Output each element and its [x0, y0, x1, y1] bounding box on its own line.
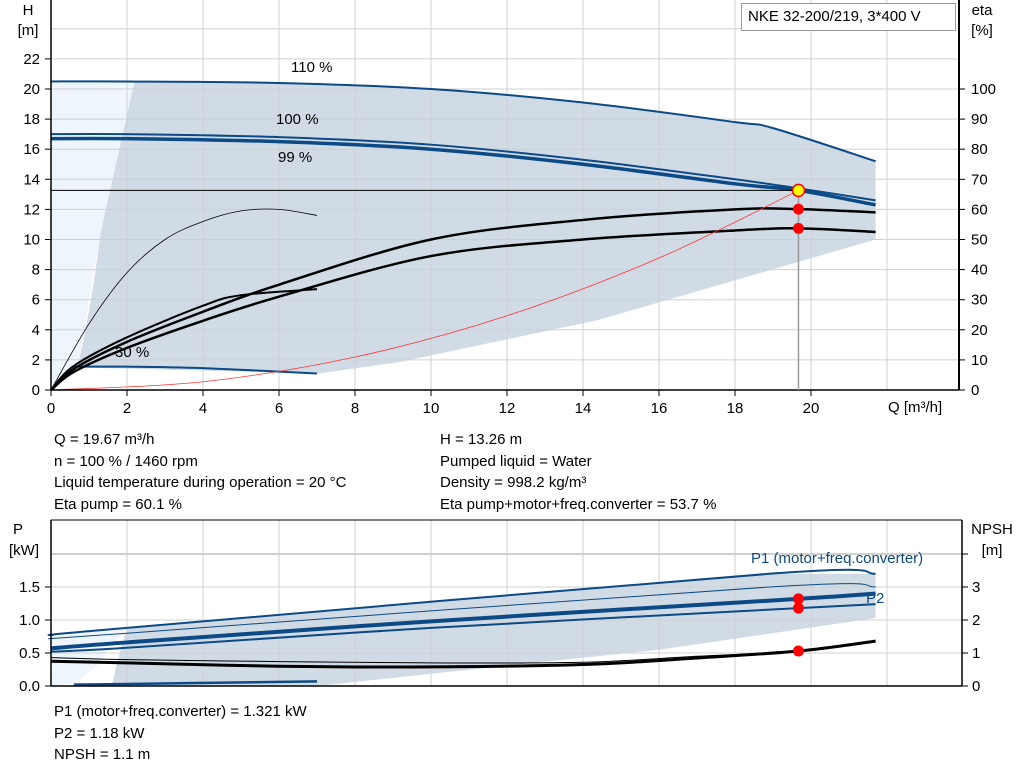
operating-range-top [77, 81, 876, 374]
head-curve-100 [50, 132, 876, 202]
info-top-right: H = 13.26 m Pumped liquid = Water Densit… [440, 429, 716, 515]
eta-tick-label: 0 [971, 382, 979, 399]
info-top-left: Q = 19.67 m³/h n = 100 % / 1460 rpm Liqu… [54, 429, 346, 515]
axes: 0 2 4 6 8 10 12 14 16 18 2002468101214161820220102… [19, 0, 996, 695]
npsh-tick-label: 2 [972, 612, 980, 629]
curve-label-110: 110 % [291, 59, 332, 76]
p-axis-unit: [kW] [9, 542, 39, 559]
info-eta-pump: Eta pump = 60.1 % [54, 495, 182, 513]
eta-tick-label: 50 [971, 232, 988, 249]
duty-point-p1 [792, 593, 804, 605]
info-bottom: P1 (motor+freq.converter) = 1.321 kW P2 … [54, 701, 307, 766]
npsh-tick-label: 3 [972, 579, 980, 596]
info-liquid: Pumped liquid = Water [440, 452, 592, 470]
q-axis-label: Q [m³/h] [888, 399, 942, 416]
h-tick-label: 2 [32, 352, 40, 369]
h-tick-label: 0 [32, 382, 40, 399]
p-tick-label: 1.0 [19, 612, 40, 629]
curve-label-100: 100 % [276, 111, 319, 128]
eta-axis-unit: [%] [971, 22, 993, 39]
curves [47, 80, 876, 686]
info-head: H = 13.26 m [440, 431, 523, 448]
q-tick-label: 14 [575, 400, 592, 417]
q-tick-label: 18 [727, 400, 744, 417]
duty-point-head [791, 183, 806, 198]
info-liquid-temp: Liquid temperature during operation = 20… [54, 474, 347, 491]
eta-tick-label: 100 [971, 81, 996, 98]
q-tick-label: 6 [275, 400, 283, 417]
npsh-axis-unit: [m] [982, 542, 1003, 559]
p2-curve-label: P2 [866, 590, 884, 607]
curve-label-99: 99 % [278, 149, 312, 166]
pump-legend: NKE 32-200/219, 3*400 V [741, 3, 956, 31]
p1-curve-30 [73, 680, 318, 686]
h-tick-label: 20 [23, 81, 40, 98]
p1-curve-thin [48, 583, 876, 640]
operating-range-bottom [111, 573, 876, 686]
eta-tick-label: 90 [971, 111, 988, 128]
q-tick-label: 12 [499, 400, 516, 417]
eta-tick-label: 30 [971, 292, 988, 309]
eta-pump-curve [50, 207, 876, 391]
q-tick-label: 4 [199, 400, 207, 417]
duty-point-eta-pump [792, 203, 804, 215]
info-speed: n = 100 % / 1460 rpm [54, 452, 198, 470]
p-axis-label: P [13, 521, 23, 538]
p-tick-label: 1.5 [19, 579, 40, 596]
q-tick-label: 2 [123, 400, 131, 417]
curve-label-30: 30 % [115, 344, 149, 361]
top-envelope-area [51, 81, 876, 390]
h-axis-unit: [m] [18, 22, 39, 39]
h-tick-label: 4 [32, 322, 40, 339]
p-tick-label: 0.0 [19, 678, 40, 695]
eta-tick-label: 10 [971, 352, 988, 369]
info-p2: P2 = 1.18 kW [54, 724, 145, 742]
eta-tick-label: 20 [971, 322, 988, 339]
q-tick-label: 10 [423, 400, 440, 417]
h-tick-label: 22 [23, 51, 40, 68]
q-tick-label: 0 [47, 400, 55, 417]
h-tick-label: 8 [32, 262, 40, 279]
h-tick-label: 18 [23, 111, 40, 128]
npsh-tick-label: 1 [972, 645, 980, 662]
eta-tick-label: 40 [971, 262, 988, 279]
head-curve-110 [50, 80, 876, 163]
eta-tick-label: 70 [971, 171, 988, 188]
h-tick-label: 6 [32, 292, 40, 309]
info-eta-total: Eta pump+motor+freq.converter = 53.7 % [440, 495, 717, 513]
duty-point-npsh [792, 645, 804, 657]
eta-tick-label: 80 [971, 141, 988, 158]
light-envelope-top [51, 81, 135, 390]
head-curve-99 [50, 136, 876, 207]
eta-tick-label: 60 [971, 201, 988, 218]
info-p1: P1 (motor+freq.converter) = 1.321 kW [54, 703, 307, 720]
eta-curve-thin [50, 208, 318, 391]
info-density: Density = 998.2 kg/m³ [440, 474, 587, 491]
eta-curve-30 [50, 288, 318, 391]
h-axis-label: H [23, 2, 34, 19]
h-tick-label: 16 [23, 141, 40, 158]
eta-total-curve [50, 227, 876, 391]
info-npsh: NPSH = 1.1 m [54, 746, 151, 763]
q-tick-label: 16 [651, 400, 668, 417]
npsh-curve [50, 639, 876, 669]
h-tick-label: 10 [23, 232, 40, 249]
q-tick-label: 20 [803, 400, 820, 417]
p-tick-label: 0.5 [19, 645, 40, 662]
duty-points [51, 183, 806, 657]
npsh-axis-label: NPSH [971, 521, 1013, 538]
q-tick-label: 8 [351, 400, 359, 417]
h-tick-label: 12 [23, 201, 40, 218]
info-flow: Q = 19.67 m³/h [54, 431, 155, 448]
p1-curve-label: P1 (motor+freq.converter) [751, 550, 923, 567]
eta-axis-label: eta [972, 2, 994, 19]
p1-curve-110 [47, 568, 876, 637]
npsh-tick-label: 0 [972, 678, 980, 695]
system-curve [50, 190, 799, 391]
duty-point-eta-total [792, 222, 804, 234]
head-curve-30 [73, 365, 318, 375]
h-tick-label: 14 [23, 171, 40, 188]
duty-point-p2 [792, 602, 804, 614]
